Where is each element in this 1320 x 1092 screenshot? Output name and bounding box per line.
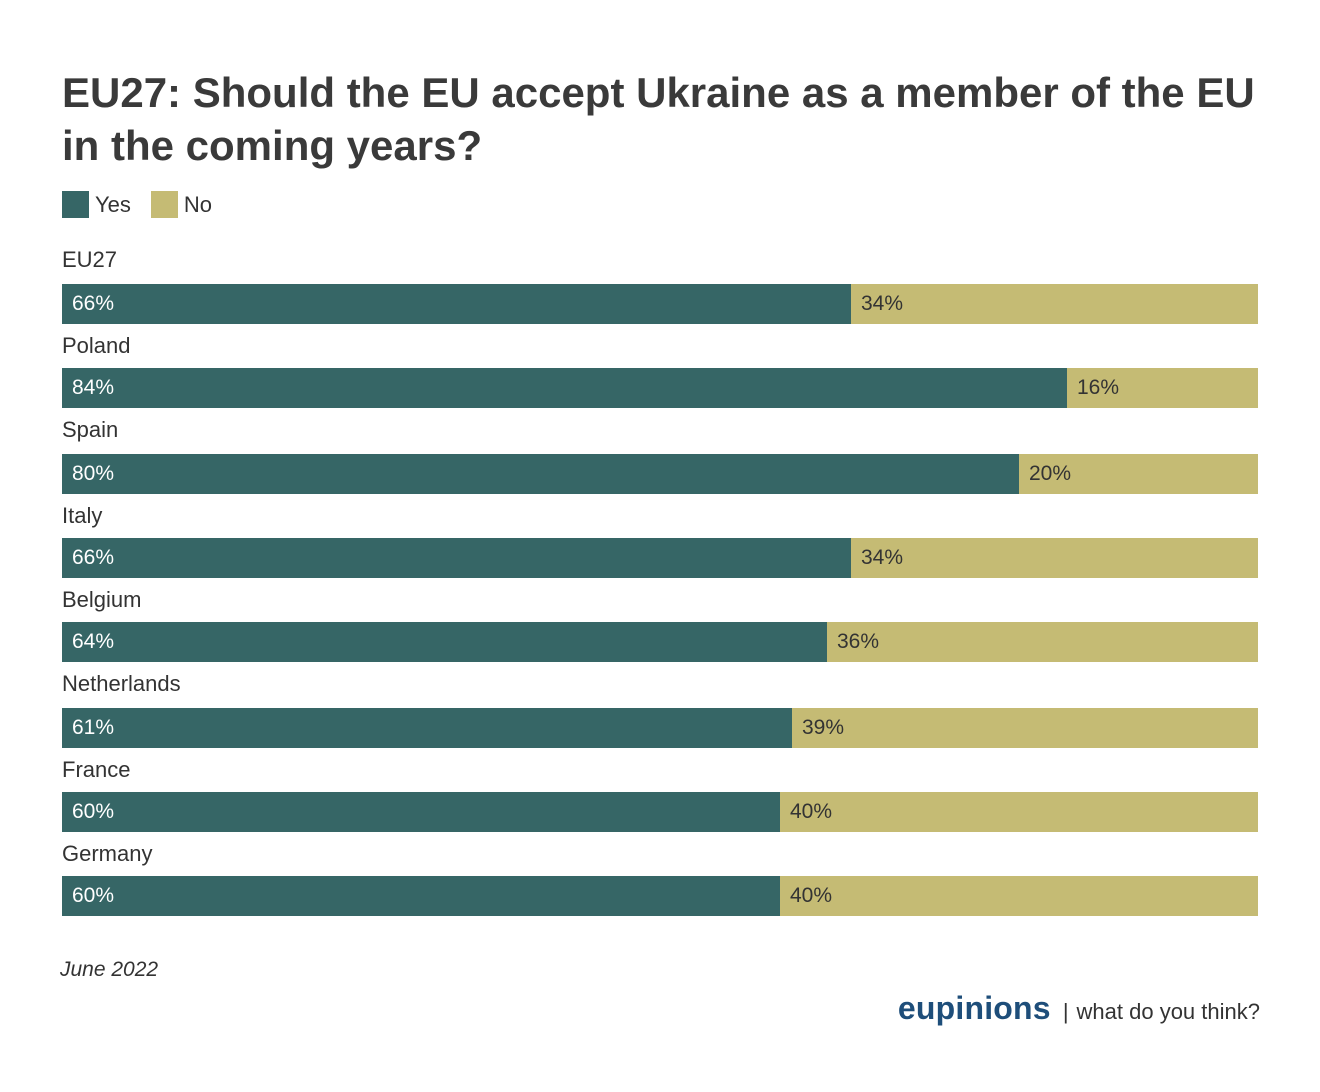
- legend-swatch-yes: [62, 191, 89, 218]
- legend-swatch-no: [150, 191, 178, 218]
- brand-footer: eupinions | what do you think?: [898, 990, 1260, 1027]
- legend-item-no: No: [150, 191, 213, 218]
- legend: Yes No: [62, 191, 232, 218]
- brand-separator: |: [1062, 999, 1069, 1024]
- category-label: Spain: [62, 417, 119, 442]
- bar-segment-yes: 61%: [62, 708, 792, 748]
- bar-segment-no: 39%: [792, 708, 1258, 748]
- brand-tagline: what do you think?: [1076, 999, 1260, 1024]
- category-label: Germany: [62, 841, 153, 866]
- bar-segment-yes: 64%: [62, 622, 827, 662]
- category-label: France: [62, 757, 131, 782]
- chart-title: EU27: Should the EU accept Ukraine as a …: [62, 69, 1255, 169]
- brand-logo: eupinions: [897, 990, 1051, 1026]
- date-footnote: June 2022: [60, 958, 159, 981]
- stacked-bar: 60% 40%: [62, 792, 1258, 832]
- stacked-bar: 64% 36%: [62, 622, 1258, 662]
- stacked-bar: 60% 40%: [62, 876, 1258, 916]
- stacked-bar: 84% 16%: [62, 368, 1258, 408]
- bar-segment-no: 20%: [1019, 454, 1258, 494]
- stacked-bar: 66% 34%: [62, 284, 1258, 324]
- bar-segment-no: 34%: [851, 538, 1258, 578]
- stacked-bar: 66% 34%: [62, 538, 1258, 578]
- category-label: Poland: [62, 333, 131, 358]
- bar-segment-no: 40%: [780, 876, 1258, 916]
- legend-item-yes: Yes: [62, 191, 131, 218]
- stacked-bar: 80% 20%: [62, 454, 1258, 494]
- bar-segment-yes: 60%: [62, 792, 780, 832]
- stacked-bar: 61% 39%: [62, 708, 1258, 748]
- bar-segment-no: 36%: [827, 622, 1258, 662]
- bar-segment-yes: 66%: [62, 284, 851, 324]
- bar-segment-yes: 84%: [62, 368, 1067, 408]
- category-label: EU27: [62, 247, 118, 272]
- category-label: Italy: [62, 503, 103, 528]
- bar-segment-yes: 60%: [62, 876, 780, 916]
- bar-segment-no: 16%: [1067, 368, 1258, 408]
- bar-segment-yes: 66%: [62, 538, 851, 578]
- category-label: Netherlands: [62, 671, 181, 696]
- legend-label-no: No: [183, 191, 213, 217]
- bar-segment-yes: 80%: [62, 454, 1019, 494]
- category-label: Belgium: [62, 587, 142, 612]
- legend-label-yes: Yes: [95, 191, 131, 217]
- bar-segment-no: 34%: [851, 284, 1258, 324]
- bar-segment-no: 40%: [780, 792, 1258, 832]
